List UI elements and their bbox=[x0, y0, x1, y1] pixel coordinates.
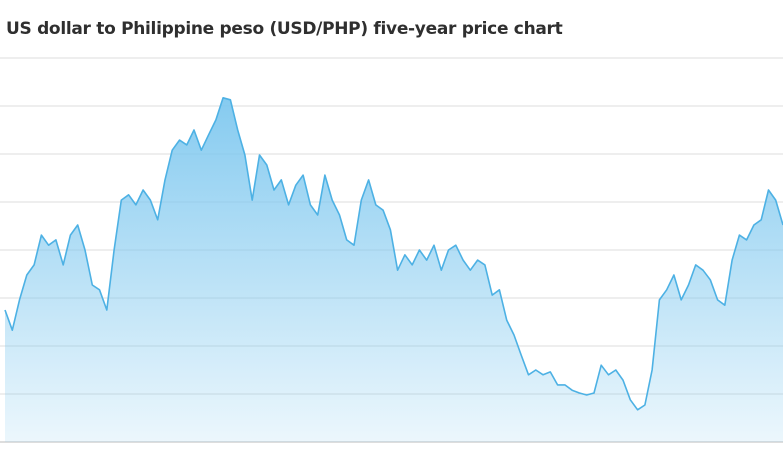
area bbox=[5, 97, 783, 443]
line bbox=[4, 97, 783, 411]
chart-title: US dollar to Philippine peso (USD/PHP) f… bbox=[6, 19, 563, 39]
